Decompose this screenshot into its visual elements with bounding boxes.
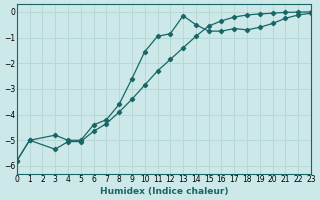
X-axis label: Humidex (Indice chaleur): Humidex (Indice chaleur) [100,187,228,196]
